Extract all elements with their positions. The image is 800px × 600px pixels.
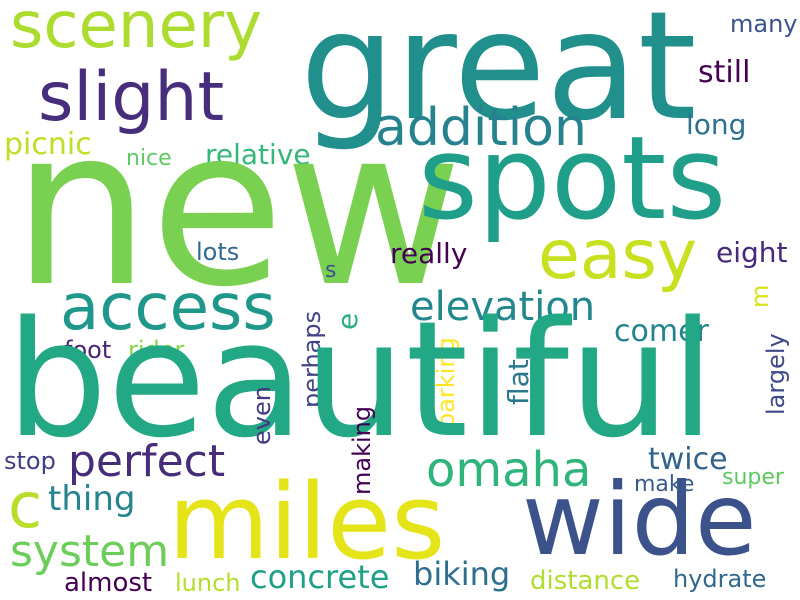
word-largely: largely bbox=[762, 333, 790, 415]
word-biking: biking bbox=[413, 555, 511, 593]
word-stop: stop bbox=[4, 447, 56, 475]
word-almost: almost bbox=[64, 568, 153, 598]
word-eight: eight bbox=[716, 236, 788, 269]
word-spots: spots bbox=[418, 112, 727, 246]
word-easy: easy bbox=[538, 216, 698, 295]
word-concrete: concrete bbox=[250, 558, 390, 596]
word-lots: lots bbox=[196, 238, 240, 266]
word-distance: distance bbox=[530, 566, 641, 596]
word-s: s bbox=[325, 258, 337, 283]
word-system: system bbox=[10, 526, 170, 577]
word-really: really bbox=[390, 237, 468, 270]
word-perfect: perfect bbox=[68, 436, 226, 487]
word-thing: thing bbox=[48, 479, 136, 519]
word-wide: wide bbox=[522, 461, 757, 578]
word-super: super bbox=[722, 465, 784, 490]
word-long: long bbox=[686, 108, 747, 141]
word-nice: nice bbox=[126, 146, 172, 171]
word-relative: relative bbox=[205, 138, 311, 171]
word-elevation: elevation bbox=[410, 284, 596, 330]
word-lunch: lunch bbox=[175, 569, 241, 597]
word-omaha: omaha bbox=[426, 442, 592, 498]
word-rider: rider bbox=[128, 336, 185, 364]
word-slight: slight bbox=[38, 58, 225, 137]
word-miles: miles bbox=[168, 461, 446, 583]
word-still: still bbox=[698, 55, 751, 90]
word-make: make bbox=[634, 472, 695, 497]
word-foot: foot bbox=[64, 336, 112, 364]
word-access: access bbox=[60, 271, 276, 345]
word-m: m bbox=[746, 284, 774, 308]
word-c: c bbox=[8, 469, 43, 542]
word-new: new bbox=[12, 82, 463, 335]
word-addition: addition bbox=[375, 98, 587, 158]
word-twice: twice bbox=[648, 442, 728, 477]
word-many: many bbox=[730, 10, 798, 38]
word-picnic: picnic bbox=[4, 127, 92, 162]
word-hydrate: hydrate bbox=[673, 565, 767, 593]
word-beautiful: beautiful bbox=[6, 286, 715, 473]
word-great: great bbox=[300, 0, 697, 154]
word-even: even bbox=[248, 386, 276, 445]
word-scenery: scenery bbox=[10, 0, 263, 63]
word-comer: comer bbox=[614, 314, 709, 349]
